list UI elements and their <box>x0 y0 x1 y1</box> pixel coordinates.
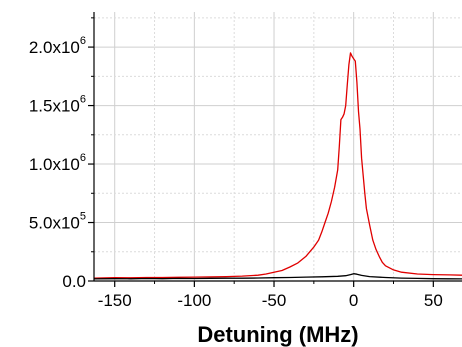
y-tick-label-exponent: 6 <box>80 152 86 164</box>
y-tick-label-base: 1.0x10 <box>29 155 80 174</box>
grid <box>94 12 462 282</box>
x-tick-label: -150 <box>98 291 132 310</box>
series-line <box>93 52 462 279</box>
y-tick-label-base: 0.0 <box>62 272 86 291</box>
x-axis-label: Detuning (MHz) <box>197 322 358 347</box>
y-tick-label: 0.0 <box>62 272 86 291</box>
ticks <box>88 17 434 287</box>
y-tick-label-base: 1.5x10 <box>29 97 80 116</box>
y-tick-label-exponent: 5 <box>80 211 86 223</box>
series-group <box>93 52 462 280</box>
x-tick-label: 0 <box>349 291 358 310</box>
y-tick-label: 2.0x106 <box>29 35 86 57</box>
y-tick-label-exponent: 6 <box>80 35 86 47</box>
y-tick-label: 1.5x106 <box>29 94 86 116</box>
y-tick-label-base: 2.0x10 <box>29 38 80 57</box>
x-tick-label: -50 <box>262 291 287 310</box>
y-tick-label: 5.0x105 <box>29 211 86 233</box>
tick-labels: -150 -100 -50 0 500.05.0x1051.0x1061.5x1062.… <box>29 35 443 310</box>
x-tick-label: 50 <box>424 291 443 310</box>
y-tick-label-base: 5.0x10 <box>29 214 80 233</box>
y-tick-label: 1.0x106 <box>29 152 86 174</box>
series-line <box>93 273 462 280</box>
y-tick-label-exponent: 6 <box>80 94 86 106</box>
x-tick-label: -100 <box>177 291 211 310</box>
